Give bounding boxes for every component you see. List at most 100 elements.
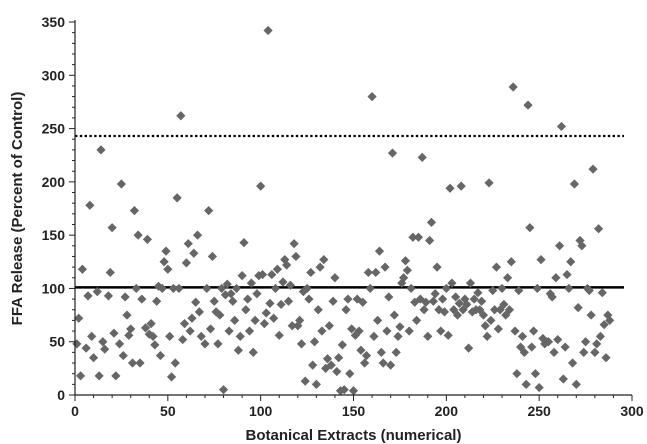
data-point xyxy=(575,235,585,246)
data-point xyxy=(150,340,160,350)
data-point xyxy=(543,337,554,347)
data-point xyxy=(551,273,561,283)
data-point xyxy=(504,305,515,315)
data-point xyxy=(217,283,227,294)
data-point xyxy=(287,321,297,331)
data-point xyxy=(98,337,108,347)
data-point xyxy=(527,342,537,352)
data-point xyxy=(185,326,195,336)
data-point xyxy=(77,264,88,274)
data-point xyxy=(356,345,366,355)
data-point xyxy=(196,331,206,341)
data-point xyxy=(413,232,424,242)
data-point xyxy=(549,347,559,357)
data-point xyxy=(120,292,130,302)
data-point xyxy=(126,324,136,334)
data-point xyxy=(399,273,409,283)
data-point xyxy=(553,334,563,345)
data-point xyxy=(358,297,368,307)
data-point xyxy=(248,347,258,357)
data-point xyxy=(391,347,401,357)
data-point xyxy=(81,343,91,353)
data-point xyxy=(224,326,234,336)
data-point xyxy=(274,330,284,340)
data-point xyxy=(300,376,310,386)
data-point xyxy=(92,287,102,297)
data-point xyxy=(215,310,225,320)
data-point xyxy=(204,206,214,216)
data-point xyxy=(419,305,429,315)
data-point xyxy=(378,358,388,368)
data-point xyxy=(324,321,334,331)
data-point xyxy=(261,308,271,318)
data-point xyxy=(595,331,606,341)
data-point xyxy=(477,296,487,306)
y-tick-label: 0 xyxy=(57,387,65,403)
data-point xyxy=(512,369,522,379)
data-point xyxy=(137,294,147,304)
data-point xyxy=(252,289,262,299)
data-point xyxy=(187,313,197,323)
data-point xyxy=(239,238,249,248)
data-point xyxy=(412,315,422,325)
data-point xyxy=(499,299,509,310)
data-point xyxy=(267,269,277,280)
data-point xyxy=(523,100,533,110)
data-point xyxy=(454,298,464,308)
data-point xyxy=(306,267,316,278)
data-point xyxy=(566,257,576,267)
data-point xyxy=(218,385,229,395)
y-tick-label: 50 xyxy=(49,334,65,350)
data-point xyxy=(488,285,498,296)
data-point xyxy=(189,248,199,258)
data-point xyxy=(460,294,470,304)
data-point xyxy=(599,320,609,330)
data-point xyxy=(153,281,164,291)
data-point xyxy=(148,331,158,341)
data-point xyxy=(256,181,266,191)
data-point xyxy=(436,326,446,336)
data-point xyxy=(83,291,93,301)
y-tick-label: 100 xyxy=(42,280,66,296)
x-tick-label: 50 xyxy=(160,403,176,419)
data-point xyxy=(289,239,299,249)
data-point xyxy=(296,339,307,349)
data-point xyxy=(554,241,565,251)
data-point xyxy=(592,339,602,349)
data-point xyxy=(384,292,394,302)
data-point xyxy=(213,339,223,349)
data-point xyxy=(408,232,418,242)
data-point xyxy=(564,283,574,294)
data-point xyxy=(445,183,455,193)
data-point xyxy=(291,251,301,262)
data-point xyxy=(191,297,201,307)
data-point xyxy=(571,379,581,389)
data-point xyxy=(163,264,173,274)
data-point xyxy=(439,307,450,317)
data-point xyxy=(593,224,604,234)
data-point xyxy=(116,179,127,189)
data-point xyxy=(447,278,457,288)
data-point xyxy=(122,310,132,320)
data-point xyxy=(72,339,82,349)
data-point xyxy=(363,267,373,278)
data-point xyxy=(590,347,600,357)
data-point xyxy=(330,273,340,283)
data-point xyxy=(192,230,203,240)
data-point xyxy=(347,324,357,334)
data-point xyxy=(313,305,323,315)
data-point xyxy=(432,262,442,272)
data-point xyxy=(295,315,305,325)
data-point xyxy=(135,358,145,368)
data-point xyxy=(155,350,166,361)
data-point xyxy=(276,299,286,310)
data-point xyxy=(586,310,596,320)
data-point xyxy=(367,92,377,102)
data-point xyxy=(131,283,141,294)
data-point xyxy=(530,369,541,379)
data-point xyxy=(222,279,232,289)
data-point xyxy=(605,315,615,325)
data-point xyxy=(319,255,329,265)
data-point xyxy=(228,296,238,306)
